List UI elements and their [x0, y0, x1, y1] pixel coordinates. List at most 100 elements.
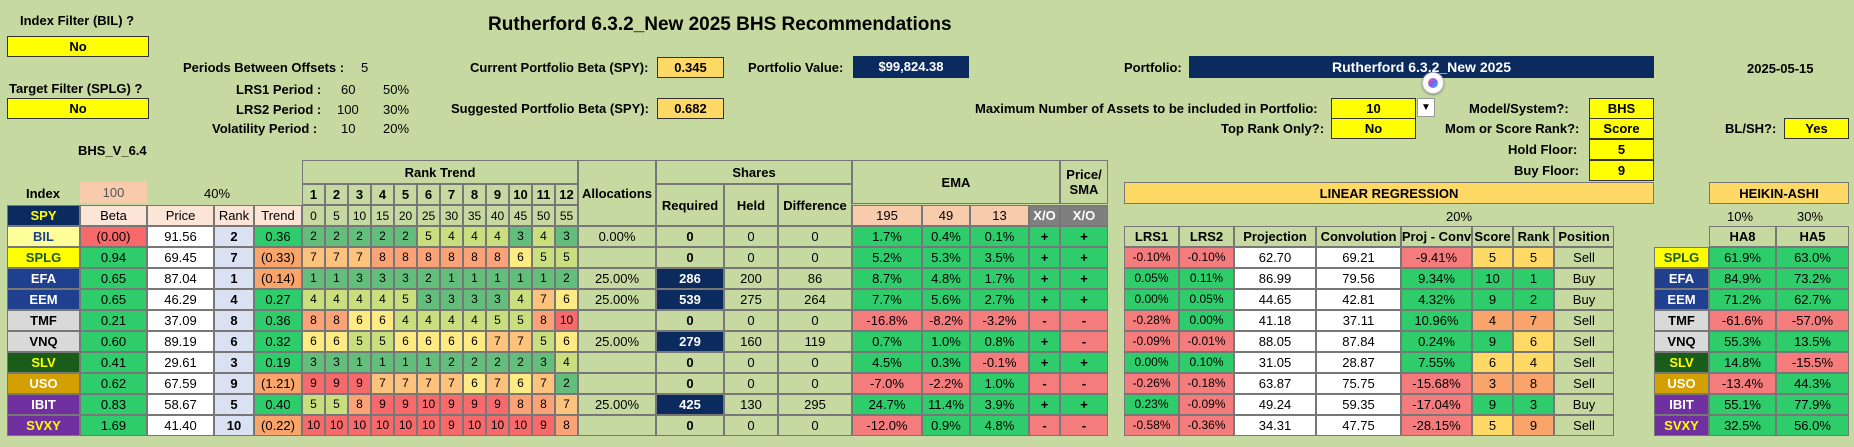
rank-cell: 4	[214, 289, 254, 310]
rank-trend-cell: 8	[417, 247, 440, 268]
ha5-cell: 63.0%	[1776, 247, 1849, 268]
rank-trend-cell: 5	[394, 289, 417, 310]
score-cell: 3	[1472, 373, 1513, 394]
ema-xo-cell: +	[1029, 268, 1060, 289]
projection-cell: 86.99	[1234, 268, 1316, 289]
rank-trend-cell: 9	[348, 373, 371, 394]
rank-trend-cell: 4	[440, 226, 463, 247]
rank-trend-offset: 50	[532, 205, 555, 226]
price-cell: 69.45	[147, 247, 214, 268]
target-filter-value[interactable]: No	[7, 98, 149, 119]
report-date: 2025-05-15	[1747, 61, 1814, 76]
top-rank-value[interactable]: No	[1331, 118, 1416, 139]
symbol-cell: EEM	[7, 289, 80, 310]
rank-trend-offset: 20	[394, 205, 417, 226]
proj-conv-cell: 7.55%	[1401, 352, 1472, 373]
projection-cell: 62.70	[1234, 247, 1316, 268]
ema-xo-cell: +	[1029, 226, 1060, 247]
buy-floor-value[interactable]: 9	[1589, 160, 1654, 181]
proj-conv-cell: 10.96%	[1401, 310, 1472, 331]
ema-195-cell: -16.8%	[852, 310, 922, 331]
difference-cell: 0	[778, 247, 852, 268]
rank-trend-offset: 0	[302, 205, 325, 226]
rank-trend-number: 2	[325, 184, 348, 205]
convolution-cell: 75.75	[1316, 373, 1401, 394]
rank-trend-cell: 2	[394, 226, 417, 247]
difference-cell: 86	[778, 268, 852, 289]
rank-trend-cell: 3	[325, 352, 348, 373]
allocation-cell: 0.00%	[578, 226, 656, 247]
rank-trend-cell: 4	[394, 310, 417, 331]
model-label: Model/System?:	[1469, 101, 1569, 116]
rank-trend-cell: 2	[555, 373, 578, 394]
rank-trend-number: 3	[348, 184, 371, 205]
rank-trend-cell: 8	[463, 247, 486, 268]
required-shares-cell: 0	[656, 310, 724, 331]
rank-trend-cell: 6	[555, 289, 578, 310]
allocation-cell: 25.00%	[578, 394, 656, 415]
lrs1-header: LRS1	[1124, 226, 1179, 247]
position-cell: Sell	[1554, 310, 1614, 331]
rank-trend-cell: 5	[348, 331, 371, 352]
sma-xo-cell: +	[1060, 226, 1108, 247]
rank-trend-cell: 5	[555, 247, 578, 268]
trend-cell: 0.40	[254, 394, 302, 415]
max-assets-value[interactable]: 10	[1331, 98, 1416, 119]
held-shares-cell: 0	[724, 373, 778, 394]
ema-195-cell: -12.0%	[852, 415, 922, 436]
required-header: Required	[656, 184, 724, 226]
rank-trend-cell: 3	[486, 289, 509, 310]
rank-trend-cell: 3	[417, 289, 440, 310]
ha8-cell: 32.5%	[1709, 415, 1776, 436]
symbol-cell-right: EEM	[1654, 289, 1709, 310]
blsh-value[interactable]: Yes	[1784, 118, 1849, 139]
copilot-icon[interactable]	[1422, 72, 1444, 94]
lrs1-cell: -0.28%	[1124, 310, 1179, 331]
lr-rank-cell: 2	[1513, 289, 1554, 310]
ema-195-cell: 24.7%	[852, 394, 922, 415]
max-assets-label: Maximum Number of Assets to be included …	[975, 101, 1318, 116]
mom-score-value[interactable]: Score	[1589, 118, 1654, 139]
linreg-weight: 20%	[1446, 209, 1473, 224]
rank-trend-cell: 5	[417, 226, 440, 247]
rank-trend-offset: 15	[371, 205, 394, 226]
score-cell: 9	[1472, 331, 1513, 352]
sma-xo-cell: +	[1060, 247, 1108, 268]
lr-rank-cell: 6	[1513, 331, 1554, 352]
rank-trend-cell: 5	[302, 394, 325, 415]
index-filter-value[interactable]: No	[7, 36, 149, 57]
rank-trend-cell: 9	[440, 415, 463, 436]
position-cell: Sell	[1554, 247, 1614, 268]
score-header: Score	[1472, 226, 1513, 247]
rank-trend-offset: 35	[463, 205, 486, 226]
hold-floor-value[interactable]: 5	[1589, 139, 1654, 160]
rank-trend-cell: 4	[463, 310, 486, 331]
ha8-header: HA8	[1709, 226, 1776, 247]
ema-13-cell: 3.5%	[970, 247, 1029, 268]
sma-xo-cell: +	[1060, 268, 1108, 289]
required-shares-cell: 279	[656, 331, 724, 352]
ha5-cell: 77.9%	[1776, 394, 1849, 415]
rank-trend-offset: 25	[417, 205, 440, 226]
ema-195-cell: 5.2%	[852, 247, 922, 268]
rank-trend-cell: 1	[371, 352, 394, 373]
index-header: Index	[26, 186, 60, 201]
model-value[interactable]: BHS	[1589, 98, 1654, 119]
rank-trend-cell: 2	[440, 352, 463, 373]
projection-cell: 41.18	[1234, 310, 1316, 331]
rank-trend-offset: 30	[440, 205, 463, 226]
rank-trend-cell: 10	[302, 415, 325, 436]
rank-trend-cell: 6	[555, 331, 578, 352]
lrs2-cell: -0.09%	[1179, 394, 1234, 415]
held-shares-cell: 0	[724, 310, 778, 331]
rank-trend-cell: 1	[463, 268, 486, 289]
rank-trend-cell: 6	[371, 310, 394, 331]
proj-conv-header: Proj - Conv	[1401, 226, 1472, 247]
current-beta-label: Current Portfolio Beta (SPY):	[470, 60, 649, 75]
rank-trend-cell: 2	[325, 226, 348, 247]
rank-trend-cell: 8	[325, 310, 348, 331]
lrs1-cell: -0.10%	[1124, 247, 1179, 268]
rank-trend-cell: 4	[463, 226, 486, 247]
price-cell: 87.04	[147, 268, 214, 289]
chevron-down-icon[interactable]: ▼	[1417, 98, 1435, 117]
